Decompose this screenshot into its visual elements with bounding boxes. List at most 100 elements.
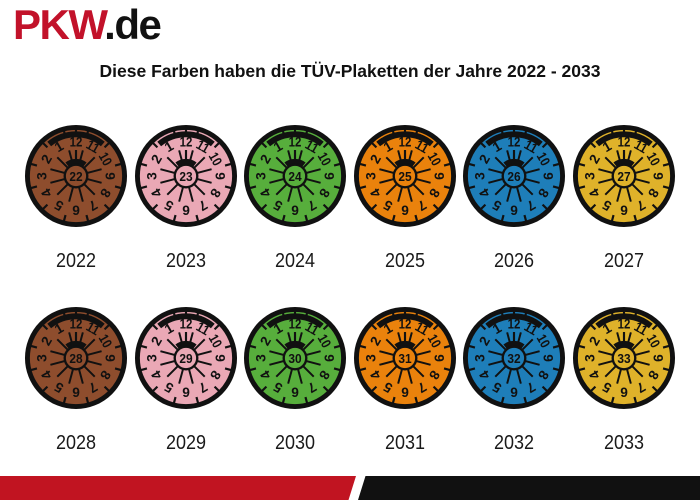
rim-tick [633,129,638,138]
dial-number: 3 [144,172,159,180]
rim-tick [370,385,377,393]
dial-number: 6 [620,384,628,399]
rim-tick [195,129,199,138]
rim-tick [103,385,111,393]
dial-number: 9 [212,354,227,362]
rim-tick [195,396,199,405]
hub-circle [173,345,199,371]
hub-spoke [631,183,644,196]
hub-spoke [396,187,403,202]
rim-tick [114,162,123,167]
rim-tick [41,385,49,393]
dial-number: 6 [72,202,80,217]
hub-circle [501,345,527,371]
hub-spoke [616,369,622,384]
rim-tick [479,203,487,211]
rim-tick [553,367,561,372]
hub-spoke [159,178,175,184]
rim-tick [103,203,111,211]
hub-hat [175,158,197,168]
hub-spoke [631,338,644,351]
dial-number: 3 [363,354,378,362]
badge-cell-2033: 12 11 10 9 8 7 6 5 4 3 2 1 33 2033 [572,306,676,455]
rim-tick [114,344,123,349]
hub-spoke [415,350,431,356]
hub-hat [65,158,87,168]
rim-tick [553,185,561,190]
hub-spoke [83,338,96,351]
year-label-2029: 2029 [165,432,206,454]
hub-spoke [494,156,507,169]
hub-spoke [488,350,504,356]
rim-tick [139,367,147,372]
rim-tick [468,344,476,349]
rim-tick [139,162,147,167]
hub-spoke [412,183,425,196]
rim-tick [248,185,257,190]
hub-spoke [297,187,303,202]
rim-tick [577,185,586,190]
dial-number: 3 [473,354,488,362]
hub-spoke [412,338,425,351]
hub-spoke [269,350,285,356]
hub-circle [63,345,89,371]
hub-spoke [522,365,534,378]
hub-spoke [50,360,65,366]
hub-hat [613,340,635,350]
rim-tick [542,323,549,331]
rim-tick [432,203,440,211]
rim-tick [333,185,342,190]
rim-tick [260,141,268,149]
hub-spoke [269,178,285,184]
rim-tick [260,203,268,211]
rim-tick [213,323,221,331]
rim-tick [651,141,659,149]
hub-hat [503,158,525,168]
rim-tick [224,185,232,190]
dial-number: 12 [70,135,83,150]
dial-number: 3 [473,172,488,180]
hub-hat [613,158,635,168]
footer-bar [0,476,700,500]
hub-circle [611,163,637,189]
dial-number: 12 [289,135,302,150]
rim-tick [103,323,111,331]
rim-tick [333,162,342,167]
badge-center-year: 31 [398,351,411,366]
hub-spoke [635,360,650,366]
hub-spoke [166,156,178,169]
hub-hat [284,158,306,168]
rim-tick [610,311,615,320]
hub-spoke [177,369,184,384]
hub-spoke [78,369,84,384]
rim-tick [523,214,528,223]
hub-spoke [598,178,613,184]
month-arc [266,313,324,329]
badge-cell-2023: 12 11 10 9 8 7 6 5 4 3 2 1 23 2023 [134,124,238,273]
badge-cell-2032: 12 11 10 9 8 7 6 5 4 3 2 1 32 2032 [462,306,566,455]
rim-tick [432,385,440,393]
badge-center-year: 22 [69,169,82,184]
rim-tick [662,185,671,190]
rim-tick [85,311,90,320]
hub-spoke [396,369,403,384]
dial-number: 6 [401,202,409,217]
rim-tick [651,323,659,331]
hub-spoke [166,338,178,351]
rim-tick [85,214,90,223]
hub-hat [65,340,87,350]
rim-tick [553,162,561,167]
hub-spoke [626,187,632,202]
rim-tick [553,344,561,349]
hub-spoke [166,183,178,196]
rim-tick [391,214,396,223]
rim-tick [29,162,38,167]
hub-hat [284,340,306,350]
badge-center-year: 33 [617,351,630,366]
rim-tick [542,203,549,211]
rim-tick [323,141,330,149]
dial-number: 9 [650,354,665,362]
rim-tick [523,311,528,320]
badge-center-year: 30 [289,351,302,366]
